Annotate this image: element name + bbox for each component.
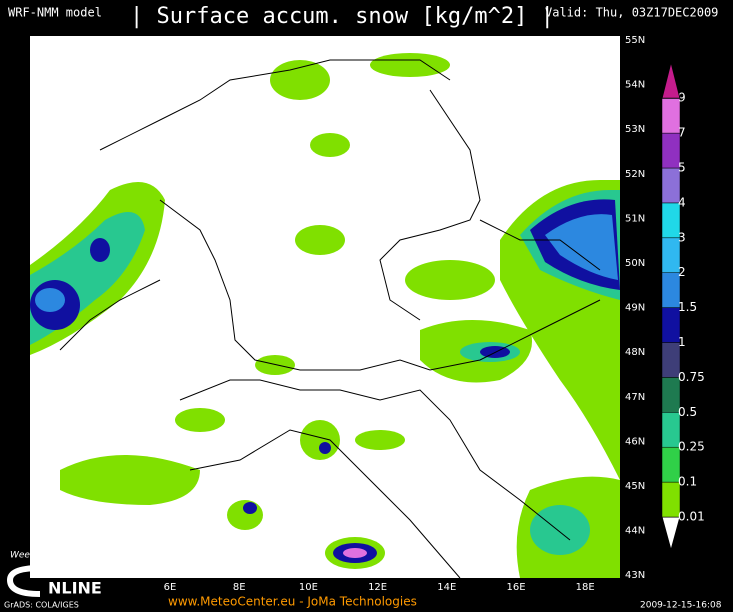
valid-time: Valid: Thu, 03Z17DEC2009 bbox=[545, 6, 718, 20]
colorbar-top bbox=[661, 62, 681, 99]
lon-label: 14E bbox=[437, 582, 456, 593]
lon-label: 16E bbox=[506, 582, 525, 593]
lat-label: 54N bbox=[625, 80, 645, 91]
colorbar-label: 1.5 bbox=[678, 300, 697, 314]
logo-top: NWEER bbox=[48, 562, 113, 581]
logo-bottom: NLINE bbox=[48, 579, 102, 598]
logo: Weer of geen weer, altijd actueel! NWEER… bbox=[6, 551, 162, 598]
colorbar-label: 0.25 bbox=[678, 440, 705, 454]
lat-label: 53N bbox=[625, 124, 645, 135]
lat-label: 50N bbox=[625, 258, 645, 269]
lat-label: 48N bbox=[625, 347, 645, 358]
lat-label: 43N bbox=[625, 570, 645, 581]
colorbar-label: 9 bbox=[678, 91, 686, 105]
lon-label: 18E bbox=[576, 582, 595, 593]
snow-field bbox=[30, 53, 620, 578]
colorbar-label: 3 bbox=[678, 230, 686, 244]
lon-label: 10E bbox=[299, 582, 318, 593]
colorbar-label: 0.1 bbox=[678, 475, 697, 489]
lat-label: 45N bbox=[625, 481, 645, 492]
map bbox=[30, 36, 620, 579]
lat-label: 44N bbox=[625, 526, 645, 537]
logo-ring bbox=[6, 565, 41, 597]
lon-label: 6E bbox=[164, 582, 177, 593]
map-title: | Surface accum. snow [kg/m^2] | bbox=[130, 4, 554, 29]
colorbar-label: 0.01 bbox=[678, 510, 705, 524]
lat-labels: 55N 54N 53N 52N 51N 50N 49N 48N 47N 46N 45N 44N 43N bbox=[625, 35, 645, 581]
colorbar-label: 4 bbox=[678, 195, 686, 209]
model-name: WRF-NMM model bbox=[8, 6, 102, 20]
lat-label: 47N bbox=[625, 392, 645, 403]
lat-label: 51N bbox=[625, 213, 645, 224]
lon-label: 8E bbox=[233, 582, 246, 593]
colorbar-label: 2 bbox=[678, 265, 686, 279]
slogan: Weer of geen weer, altijd actueel! bbox=[10, 551, 162, 561]
colorbar-label: 7 bbox=[678, 126, 686, 140]
colorbar-label: 0.5 bbox=[678, 405, 697, 419]
grads-credit: GrADS: COLA/IGES bbox=[4, 601, 79, 610]
lon-label: 12E bbox=[368, 582, 387, 593]
colorbar-label: 1 bbox=[678, 335, 686, 349]
lat-label: 52N bbox=[625, 169, 645, 180]
lat-label: 55N bbox=[625, 35, 645, 46]
borders bbox=[59, 59, 601, 579]
lat-label: 49N bbox=[625, 303, 645, 314]
lat-label: 46N bbox=[625, 436, 645, 447]
lon-labels: 6E 8E 10E 12E 14E 16E 18E bbox=[164, 582, 595, 593]
site-credit: www.MeteoCenter.eu - JoMa Technologies bbox=[168, 595, 417, 609]
colorbar-label: 0.75 bbox=[678, 370, 705, 384]
colorbar-label: 5 bbox=[678, 161, 686, 175]
timestamp: 2009-12-15-16:08 bbox=[640, 601, 722, 611]
colorbar: 0.01 0.1 0.25 0.5 0.75 1 1.5 2 3 4 5 7 9 bbox=[661, 62, 705, 552]
